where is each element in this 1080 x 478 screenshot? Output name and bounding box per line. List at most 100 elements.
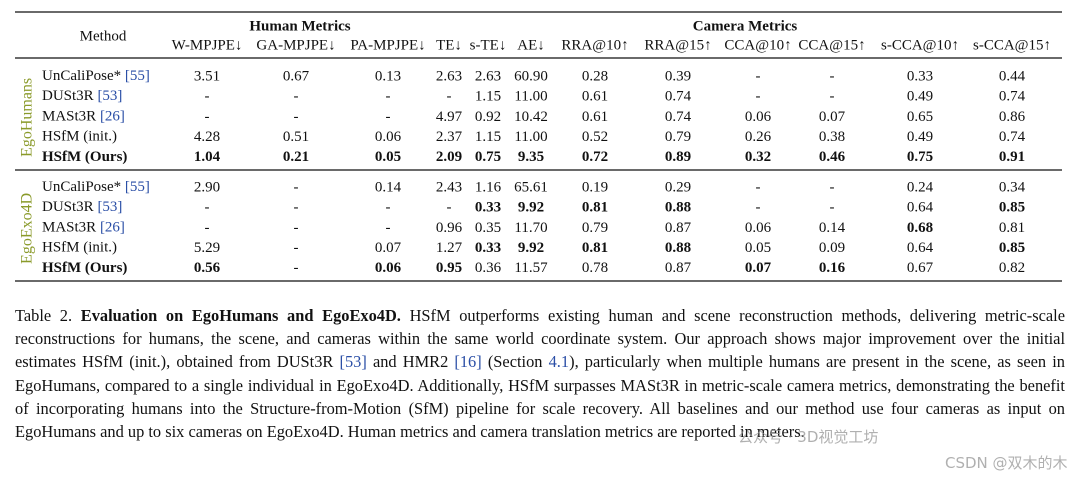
cell: 0.56 bbox=[194, 260, 221, 276]
method-name: MASt3R [26] bbox=[42, 109, 125, 125]
cell: 0.14 bbox=[375, 179, 402, 195]
cell: 2.63 bbox=[475, 68, 501, 84]
citation: [55] bbox=[125, 179, 150, 195]
cell: 0.81 bbox=[999, 220, 1025, 236]
cell: 0.87 bbox=[665, 260, 692, 276]
cell: 0.79 bbox=[582, 220, 608, 236]
cell: - bbox=[205, 89, 210, 105]
cell: 0.06 bbox=[375, 260, 402, 276]
cell: 0.32 bbox=[745, 149, 771, 165]
cell: - bbox=[205, 220, 210, 236]
cell: 1.15 bbox=[475, 89, 501, 105]
cell: 0.07 bbox=[819, 109, 846, 125]
cell: 0.33 bbox=[475, 200, 501, 216]
citation: [53] bbox=[97, 89, 122, 105]
cell: 0.74 bbox=[665, 109, 692, 125]
cell: 0.65 bbox=[907, 109, 933, 125]
cell: 0.46 bbox=[819, 149, 846, 165]
group-header: Camera Metrics bbox=[693, 18, 798, 34]
cell: 0.86 bbox=[999, 109, 1026, 125]
caption-text: ), particularly when multiple humans are… bbox=[15, 352, 1066, 442]
cell: 0.64 bbox=[907, 200, 934, 216]
cell: 0.19 bbox=[582, 179, 608, 195]
cell: 0.92 bbox=[475, 109, 501, 125]
cell: 0.85 bbox=[999, 200, 1025, 216]
method-name: HSfM (init.) bbox=[42, 240, 117, 256]
method-text: UnCaliPose* bbox=[42, 68, 121, 84]
cell: 0.05 bbox=[375, 149, 401, 165]
cell: - bbox=[830, 68, 835, 84]
cell: - bbox=[205, 109, 210, 125]
cell: - bbox=[294, 179, 299, 195]
cell: 0.07 bbox=[745, 260, 772, 276]
cell: 9.35 bbox=[518, 149, 544, 165]
cell: - bbox=[386, 220, 391, 236]
cell: - bbox=[830, 179, 835, 195]
cell: 11.57 bbox=[514, 260, 548, 276]
method-name: HSfM (init.) bbox=[42, 129, 117, 145]
caption-text: (Section bbox=[481, 352, 549, 372]
column-header: s-CCA@10↑ bbox=[881, 37, 959, 53]
column-header: RRA@15↑ bbox=[644, 37, 711, 53]
cell: 10.42 bbox=[514, 109, 548, 125]
cell: 0.79 bbox=[665, 129, 691, 145]
cell: - bbox=[386, 109, 391, 125]
cell: 0.06 bbox=[745, 220, 772, 236]
watermark: 公众号 · 3D视觉工坊 bbox=[738, 428, 879, 446]
cell: 0.61 bbox=[582, 89, 608, 105]
method-text: UnCaliPose* bbox=[42, 179, 121, 195]
cell: 0.16 bbox=[819, 260, 846, 276]
cell: 0.38 bbox=[819, 129, 845, 145]
cell: 11.00 bbox=[514, 129, 547, 145]
cell: 0.07 bbox=[375, 240, 402, 256]
cell: 0.91 bbox=[999, 149, 1025, 165]
column-header: TE↓ bbox=[436, 37, 462, 53]
cell: 0.95 bbox=[436, 260, 462, 276]
cell: - bbox=[294, 89, 299, 105]
citation: [53] bbox=[339, 352, 367, 372]
cell: - bbox=[386, 89, 391, 105]
cell: - bbox=[205, 200, 210, 216]
cell: 0.96 bbox=[436, 220, 463, 236]
cell: 2.09 bbox=[436, 149, 462, 165]
method-text: HSfM (init.) bbox=[42, 240, 117, 256]
column-header: s-TE↓ bbox=[470, 37, 507, 53]
cell: 3.51 bbox=[194, 68, 220, 84]
method-name: UnCaliPose* [55] bbox=[42, 179, 150, 195]
cell: 0.44 bbox=[999, 68, 1026, 84]
method-text: HSfM (init.) bbox=[42, 129, 117, 145]
column-header: s-CCA@15↑ bbox=[973, 37, 1051, 53]
cell: 4.97 bbox=[436, 109, 463, 125]
cell: 0.89 bbox=[665, 149, 691, 165]
cell: 9.92 bbox=[518, 200, 544, 216]
cell: 0.88 bbox=[665, 240, 691, 256]
cell: - bbox=[294, 240, 299, 256]
cell: 9.92 bbox=[518, 240, 544, 256]
cell: - bbox=[447, 89, 452, 105]
method-text: DUSt3R bbox=[42, 89, 94, 105]
group-header: Human Metrics bbox=[249, 18, 350, 34]
method-header: Method bbox=[80, 28, 127, 44]
cell: 0.81 bbox=[582, 240, 608, 256]
cell: 0.33 bbox=[907, 68, 933, 84]
cell: 0.49 bbox=[907, 129, 933, 145]
citation: [26] bbox=[100, 109, 125, 125]
cell: 11.70 bbox=[514, 220, 547, 236]
cell: 2.63 bbox=[436, 68, 462, 84]
cell: 11.00 bbox=[514, 89, 547, 105]
method-text: MASt3R bbox=[42, 109, 96, 125]
group-label: EgoHumans bbox=[19, 78, 36, 157]
cell: 0.26 bbox=[745, 129, 772, 145]
method-name: HSfM (Ours) bbox=[42, 149, 127, 165]
cell: 0.14 bbox=[819, 220, 846, 236]
caption-title: Evaluation on EgoHumans and EgoExo4D. bbox=[80, 306, 401, 325]
cell: - bbox=[756, 179, 761, 195]
cell: 0.68 bbox=[907, 220, 933, 236]
cell: - bbox=[294, 260, 299, 276]
cell: 0.06 bbox=[375, 129, 402, 145]
cell: 60.90 bbox=[514, 68, 548, 84]
cell: 0.67 bbox=[283, 68, 310, 84]
cell: 2.90 bbox=[194, 179, 220, 195]
method-text: HSfM (Ours) bbox=[42, 149, 127, 165]
